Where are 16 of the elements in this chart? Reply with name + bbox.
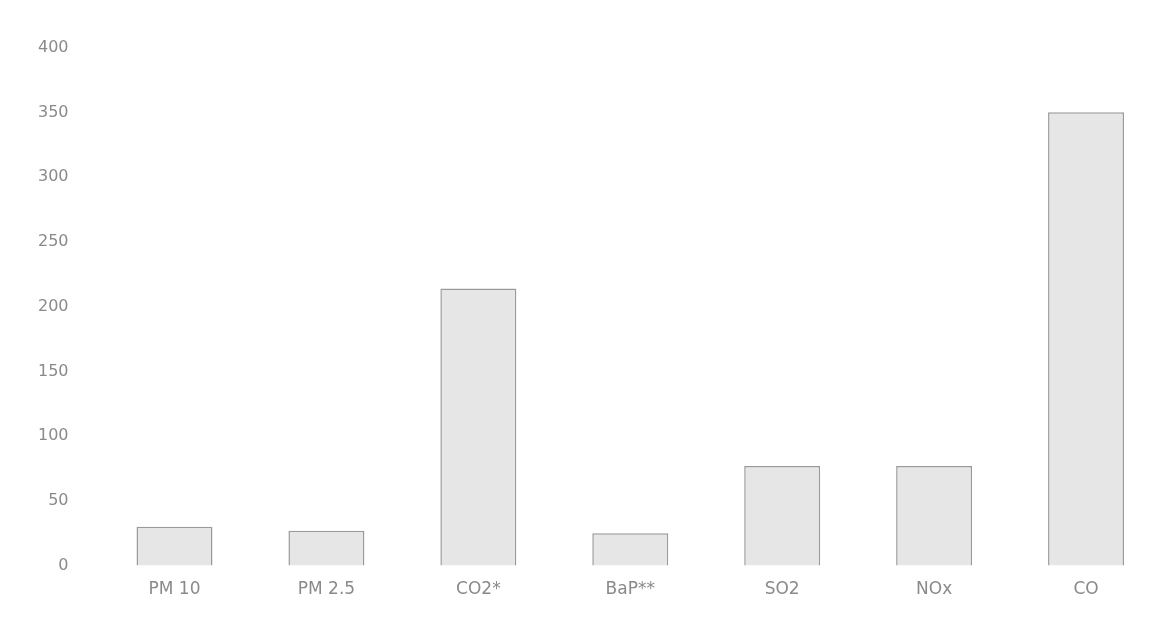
x-tick-label: NOx (916, 578, 953, 599)
x-tick-label: SO2 (764, 578, 800, 599)
x-tick-label: PM 10 (148, 578, 201, 599)
y-tick-label: 400 (37, 36, 69, 56)
x-tick-label: CO2* (456, 578, 501, 599)
y-tick-label: 100 (37, 425, 69, 445)
x-tick-label: BaP** (605, 578, 655, 599)
x-tick-label: CO (1073, 578, 1099, 599)
y-tick-label: 350 (37, 101, 69, 121)
y-tick-label: 0 (58, 554, 69, 574)
y-tick-label: 150 (37, 360, 69, 380)
y-tick-label: 50 (48, 490, 69, 510)
y-tick-label: 200 (37, 295, 69, 315)
y-tick-label: 300 (37, 166, 69, 186)
y-tick-label: 250 (37, 231, 69, 251)
x-tick-label: PM 2.5 (297, 578, 356, 599)
